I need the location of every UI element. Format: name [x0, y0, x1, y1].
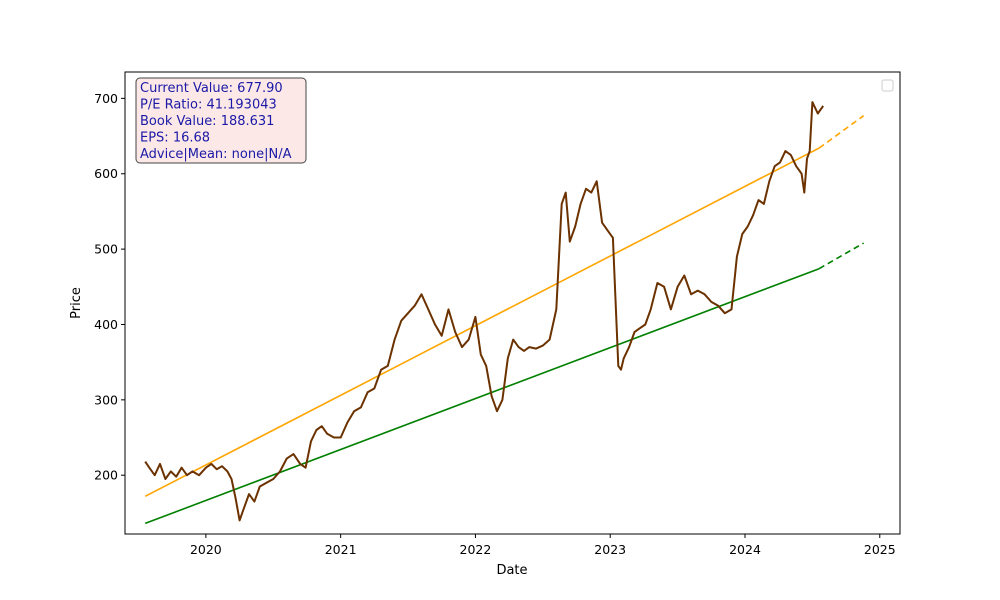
x-tick-label-2023: 2023 — [594, 542, 626, 557]
plot-frame — [124, 71, 901, 535]
info-advice-mean: Advice|Mean: none|N/A — [140, 147, 292, 162]
y-tick-label-500: 500 — [94, 242, 118, 257]
x-tick-label-2021: 2021 — [325, 542, 357, 557]
series-lower-trend — [144, 267, 820, 525]
y-tick-label-700: 700 — [94, 91, 118, 106]
x-axis: 2020 2021 2022 2023 2024 2025 — [190, 534, 896, 557]
x-tick-label-2020: 2020 — [190, 542, 222, 557]
series-upper-trend — [144, 147, 820, 498]
y-tick-label-300: 300 — [94, 392, 118, 407]
info-box: Current Value: 677.90 P/E Ratio: 41.1930… — [135, 77, 307, 164]
y-tick-label-400: 400 — [94, 317, 118, 332]
info-book-value: Book Value: 188.631 — [140, 114, 274, 129]
y-axis-title: Price — [69, 287, 84, 319]
legend-box — [881, 79, 894, 92]
series-layer — [144, 101, 865, 525]
series-price — [144, 101, 825, 522]
y-tick-label-600: 600 — [94, 166, 118, 181]
x-tick-label-2025: 2025 — [864, 542, 896, 557]
series-lower-trend-forecast — [818, 242, 864, 270]
x-tick-label-2022: 2022 — [460, 542, 492, 557]
x-axis-title: Date — [496, 563, 527, 578]
x-tick-label-2024: 2024 — [729, 542, 761, 557]
series-upper-trend-forecast — [818, 115, 865, 149]
y-tick-label-200: 200 — [94, 468, 118, 483]
info-pe-ratio: P/E Ratio: 41.193043 — [140, 98, 277, 113]
info-box-background — [135, 77, 307, 164]
info-eps: EPS: 16.68 — [140, 131, 210, 146]
info-current-value: Current Value: 677.90 — [140, 81, 283, 96]
y-axis: 200 300 400 500 600 700 — [94, 91, 125, 483]
